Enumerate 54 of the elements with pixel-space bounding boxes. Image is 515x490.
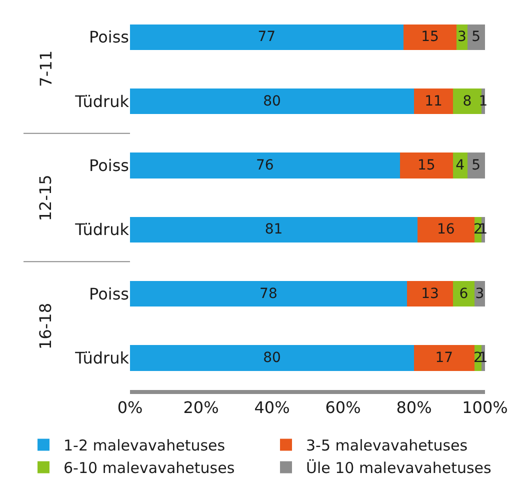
legend-label: 6-10 malevavahetuses [64,459,235,478]
bar [403,24,457,50]
x-tick-label: 20% [183,398,219,418]
bar [467,152,485,178]
y-tick-label: Poiss [89,156,129,176]
x-tick-label: 60% [325,398,361,418]
x-tick-label: 80% [396,398,432,418]
legend-label: 3-5 malevavahetuses [306,436,468,455]
data-label: 4 [456,157,465,174]
data-label: 81 [264,222,283,238]
data-label: 6 [459,286,468,302]
data-label: 78 [260,286,278,302]
data-label: 5 [472,29,481,46]
bar [130,24,404,50]
bar [130,152,400,178]
data-label: 15 [418,157,436,174]
data-label: 17 [435,350,454,366]
bar [453,152,468,178]
bar [406,280,454,307]
x-tick-label: 40% [254,398,290,418]
y-tick-label: Poiss [89,28,129,47]
data-label: 8 [462,93,472,110]
bar [453,88,482,114]
y-tick-label: Poiss [89,284,129,304]
x-tick-label: 0% [117,398,143,418]
data-label: 77 [258,29,276,46]
y-tick-label: Tüdruk [74,92,130,111]
data-label: 15 [421,29,439,46]
data-label: 11 [424,93,442,110]
data-label: 76 [256,157,274,174]
bar [400,152,454,178]
data-label: 3 [457,29,466,46]
data-label: 13 [421,286,439,302]
text: 16-18 [36,302,55,350]
bar [130,216,418,242]
bar [130,345,414,371]
y-tick-label: Tüdruk [74,220,130,240]
data-label: 3 [475,286,484,302]
y-tick-label: Tüdruk [74,348,130,368]
bar [414,345,474,371]
bar [453,280,474,307]
data-label: 5 [472,157,481,174]
bar [130,88,414,114]
data-label: 16 [436,222,455,238]
text: 12-15 [36,174,56,222]
x-tick-label: 100% [462,398,508,418]
data-label: 80 [263,350,281,366]
legend-label: 1-2 malevavahetuses [64,436,226,455]
bar [414,88,454,114]
legend-label: Üle 10 malevavahetuses [306,459,492,478]
bar [130,280,407,307]
data-label: 80 [263,93,281,110]
text: 7-11 [36,50,56,87]
bar [418,216,474,242]
